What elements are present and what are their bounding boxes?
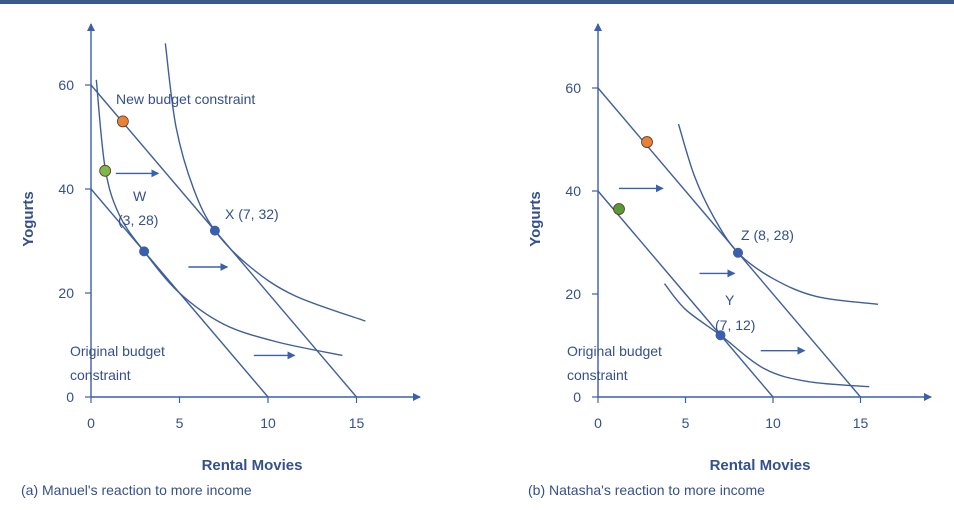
- chart-panel-manuel: 0 5 10 15 0 20 40 60 New budget constraint W (3…: [0, 4, 477, 510]
- x-tick-label: 5: [682, 415, 690, 431]
- original-budget-label-line1: Original budget: [70, 343, 165, 359]
- y-tick-label: 60: [565, 80, 581, 96]
- original-budget-label-line2: constraint: [70, 367, 131, 383]
- point-x: [209, 225, 220, 236]
- x-tick-label: 0: [594, 415, 602, 431]
- x-tick-label: 0: [87, 415, 95, 431]
- y-axis-title: Yogurts: [20, 191, 37, 247]
- point-y: [715, 330, 726, 341]
- x-tick-label: 10: [765, 415, 781, 431]
- point-w: [139, 246, 150, 257]
- original-budget-label-line2: constraint: [567, 367, 628, 383]
- y-axis-title: Yogurts: [527, 191, 544, 247]
- x-tick-label: 15: [853, 415, 869, 431]
- chart-manuel: 0 5 10 15 0 20 40 60 New budget constraint W (3…: [20, 23, 421, 474]
- chart-caption: (a) Manuel's reaction to more income: [21, 482, 252, 498]
- y-tick-label: 60: [58, 77, 74, 93]
- indifference-curve: [677, 123, 879, 305]
- x-tick-label: 5: [176, 415, 184, 431]
- point-z: [733, 247, 743, 258]
- y-tick-label: 20: [58, 285, 74, 301]
- marker-point: [99, 164, 112, 177]
- top-rule: [0, 0, 954, 4]
- indifference-curve: [164, 43, 366, 322]
- chart-natasha: 0 5 10 15 0 20 40 60 Z (8, 28) Y (7, 12) Origin…: [527, 23, 932, 474]
- marker-point: [613, 203, 625, 215]
- marker-point: [641, 136, 653, 148]
- point-y-coords: (7, 12): [715, 317, 755, 333]
- marker-point: [116, 115, 129, 128]
- y-tick-label: 40: [58, 181, 74, 197]
- y-tick-label: 40: [565, 183, 581, 199]
- point-x-label: X (7, 32): [225, 206, 279, 222]
- y-tick-label: 0: [573, 389, 581, 405]
- x-tick-label: 10: [260, 415, 276, 431]
- x-axis-title: Rental Movies: [202, 457, 303, 474]
- point-y-label: Y: [725, 292, 735, 308]
- x-tick-label: 15: [349, 415, 365, 431]
- point-w-coords: (3, 28): [118, 212, 158, 228]
- point-z-label: Z (8, 28): [741, 227, 794, 243]
- chart-caption: (b) Natasha's reaction to more income: [528, 482, 765, 498]
- x-axis-title: Rental Movies: [710, 457, 811, 474]
- chart-panel-natasha: 0 5 10 15 0 20 40 60 Z (8, 28) Y (7, 12) Origin…: [477, 4, 954, 510]
- y-tick-label: 0: [66, 389, 74, 405]
- point-w-label: W: [133, 188, 147, 204]
- indifference-curve: [663, 283, 870, 388]
- new-budget-constraint-label: New budget constraint: [116, 91, 255, 107]
- original-budget-label-line1: Original budget: [567, 343, 662, 359]
- y-tick-label: 20: [565, 286, 581, 302]
